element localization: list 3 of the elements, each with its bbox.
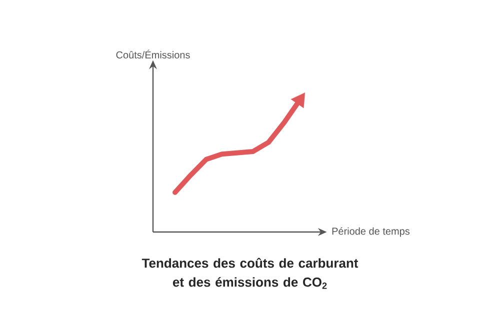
x-axis-title: Période de temps: [332, 227, 410, 237]
text: Tendances des coûts de carburant et des émissions de CO$_{2}$: [142, 258, 358, 289]
y-axis-title: Coûts/Émissions: [116, 50, 190, 58]
